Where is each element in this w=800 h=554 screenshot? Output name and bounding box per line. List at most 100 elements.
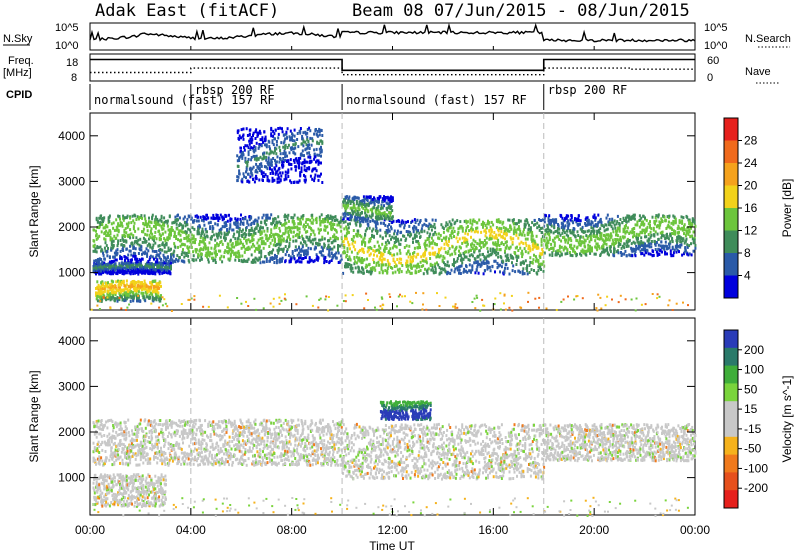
echo-cell [180, 259, 183, 263]
echo-cell [611, 238, 614, 242]
echo-cell [557, 249, 560, 253]
echo-cell [316, 174, 319, 178]
echo-cell [328, 238, 331, 242]
echo-cell [109, 232, 112, 236]
echo-cell [518, 242, 521, 246]
echo-cell [361, 249, 364, 253]
echo-cell [161, 271, 164, 275]
echo-cell [623, 228, 626, 232]
echo-cell [250, 253, 253, 257]
echo-cell [192, 220, 195, 224]
echo-cell [137, 238, 140, 242]
echo-cell [99, 216, 102, 220]
echo-cell [390, 205, 393, 209]
echo-cell [155, 268, 158, 271]
echo-cell [344, 220, 347, 224]
echo-cell [304, 178, 307, 182]
echo-cell [444, 263, 447, 267]
echo-cell [238, 231, 241, 234]
echo-cell [517, 236, 520, 240]
echo-cell [171, 221, 174, 225]
echo-cell [412, 258, 414, 261]
echo-cell [362, 238, 365, 242]
echo-cell [358, 256, 361, 260]
echo-cell [596, 222, 599, 226]
echo-cell [139, 281, 142, 285]
echo-cell [510, 227, 513, 231]
echo-cell [376, 231, 379, 235]
echo-cell [533, 218, 536, 222]
echo-cell [551, 254, 554, 257]
echo-cell [132, 264, 135, 268]
echo-cell [293, 139, 296, 143]
echo-cell [271, 258, 274, 261]
echo-cell [343, 243, 346, 247]
echo-cell [95, 233, 98, 237]
echo-cell [460, 258, 463, 262]
echo-cell [282, 157, 285, 160]
echo-cell [349, 267, 352, 271]
echo-cell [355, 261, 358, 265]
echo-cell [245, 176, 247, 180]
echo-cell [253, 227, 256, 231]
echo-cell [314, 237, 317, 241]
echo-cell [162, 253, 165, 257]
echo-cell [269, 163, 272, 167]
echo-cell [175, 237, 178, 240]
echo-cell [246, 179, 249, 183]
echo-cell [133, 221, 136, 225]
echo-cell [490, 220, 493, 224]
echo-cell [446, 263, 449, 267]
echo-cell [263, 229, 266, 233]
echo-cell [557, 226, 559, 230]
echo-cell [144, 217, 147, 221]
echo-cell [199, 240, 201, 243]
echo-cell [223, 255, 225, 259]
echo-cell [293, 180, 296, 184]
echo-cell [203, 233, 206, 237]
echo-cell [107, 297, 109, 301]
echo-cell [624, 226, 627, 230]
echo-cell [320, 150, 323, 154]
echo-cell [124, 287, 127, 291]
echo-cell [312, 218, 315, 222]
echo-cell [240, 128, 243, 132]
echo-cell [522, 267, 525, 271]
echo-cell [362, 203, 365, 207]
echo-cell [444, 250, 447, 254]
echo-cell [524, 223, 527, 227]
echo-cell [153, 286, 155, 289]
echo-cell [379, 234, 382, 238]
echo-cell [417, 262, 420, 266]
echo-cell [275, 225, 278, 229]
echo-cell [299, 131, 302, 135]
echo-cell [622, 216, 625, 220]
echo-cell [317, 227, 320, 231]
echo-cell [369, 270, 372, 274]
echo-cell [206, 255, 208, 259]
echo-cell [497, 238, 500, 242]
echo-cell [606, 213, 609, 217]
echo-cell [187, 227, 190, 231]
echo-cell [234, 251, 237, 255]
echo-cell [145, 283, 148, 287]
echo-cell [431, 218, 434, 222]
echo-cell [141, 281, 143, 285]
echo-cell [308, 225, 311, 229]
echo-cell [184, 230, 187, 234]
echo-cell [100, 272, 103, 276]
echo-cell [228, 227, 231, 231]
echo-cell [246, 164, 249, 168]
echo-cell [594, 216, 597, 220]
echo-cell [265, 234, 268, 238]
echo-cell [390, 195, 392, 199]
echo-cell [536, 221, 539, 225]
echo-cell [361, 261, 364, 264]
echo-cell [407, 249, 410, 253]
echo-cell [212, 259, 215, 263]
echo-cell [388, 241, 391, 245]
echo-cell [212, 226, 215, 230]
echo-cell [241, 154, 244, 158]
echo-cell [102, 287, 104, 291]
echo-cell [276, 177, 279, 181]
